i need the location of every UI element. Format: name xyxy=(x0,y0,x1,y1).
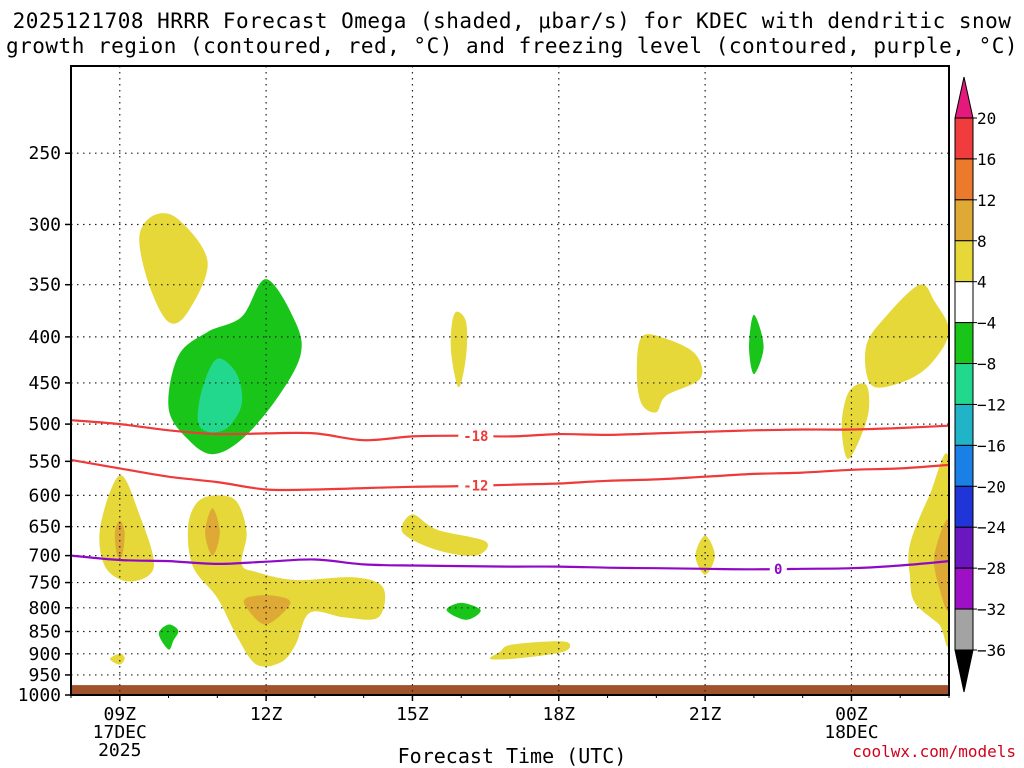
colorbar-label: 8 xyxy=(977,232,987,251)
x-tick-label: 15Z xyxy=(396,704,429,725)
contour-label: -12 xyxy=(463,479,488,495)
y-tick-label: 400 xyxy=(28,327,61,348)
colorbar-segment xyxy=(954,526,974,569)
colorbar-label: −24 xyxy=(977,518,1006,537)
contour-line xyxy=(71,554,949,571)
omega-shaded-region xyxy=(749,314,764,375)
y-tick-label: 250 xyxy=(28,143,61,164)
omega-shaded-region xyxy=(205,508,220,556)
contour-label-bg xyxy=(769,561,787,578)
omega-shaded-region xyxy=(446,602,481,620)
colorbar-segment xyxy=(954,444,974,487)
omega-shaded-region xyxy=(243,595,291,625)
x-tick-sublabel: 2025 xyxy=(98,740,141,761)
colorbar-over-triangle xyxy=(954,76,974,119)
colorbar-label: 12 xyxy=(977,191,996,210)
y-tick-label: 550 xyxy=(28,451,61,472)
x-tick-label: 00Z xyxy=(835,704,868,725)
omega-shaded-region xyxy=(110,653,125,665)
y-tick-label: 900 xyxy=(28,644,61,665)
colorbar-segment xyxy=(954,199,974,242)
terrain-below-ground xyxy=(71,685,949,695)
contour-label-bg xyxy=(458,477,494,494)
site-credit[interactable]: coolwx.com/models xyxy=(852,742,1016,761)
x-tick-label: 09Z xyxy=(104,704,137,725)
omega-shaded-region xyxy=(865,284,949,388)
colorbar-label: 16 xyxy=(977,150,996,169)
colorbar-segment xyxy=(954,567,974,610)
omega-shaded-region xyxy=(139,213,208,324)
colorbar-segment xyxy=(954,322,974,365)
x-tick-label: 18Z xyxy=(543,704,576,725)
omega-shaded-region xyxy=(197,358,243,433)
y-tick-label: 500 xyxy=(28,414,61,435)
colorbar-label: −16 xyxy=(977,436,1006,455)
contour-label: -18 xyxy=(463,429,488,445)
colorbar-label: −32 xyxy=(977,600,1006,619)
contour-label-bg xyxy=(458,427,494,444)
colorbar-label: 20 xyxy=(977,109,996,128)
colorbar-label: −20 xyxy=(977,477,1006,496)
y-tick-label: 300 xyxy=(28,214,61,235)
contour-line xyxy=(71,458,949,492)
omega-shaded-region xyxy=(908,453,949,647)
colorbar-under-triangle xyxy=(954,649,974,693)
omega-shaded-region xyxy=(695,535,715,575)
omega-shaded-region xyxy=(401,514,488,556)
omega-shaded-region xyxy=(114,520,125,559)
colorbar-label: −28 xyxy=(977,559,1006,578)
colorbar-segment xyxy=(954,158,974,201)
y-tick-label: 450 xyxy=(28,373,61,394)
plot-frame xyxy=(70,65,950,696)
y-tick-label: 800 xyxy=(28,598,61,619)
colorbar-segment xyxy=(954,608,974,651)
colorbar-segment xyxy=(954,403,974,446)
y-tick-label: 850 xyxy=(28,621,61,642)
colorbar-label: 4 xyxy=(977,273,987,292)
colorbar-label: −12 xyxy=(977,395,1006,414)
y-tick-label: 350 xyxy=(28,275,61,296)
omega-shaded-region xyxy=(187,495,386,667)
y-tick-label: 600 xyxy=(28,485,61,506)
chart-title-line1: 2025121708 HRRR Forecast Omega (shaded, … xyxy=(12,9,1012,33)
contour-line xyxy=(71,419,949,442)
x-tick-sublabel: 17DEC xyxy=(93,722,147,743)
x-tick-label: 12Z xyxy=(250,704,283,725)
omega-shaded-region xyxy=(841,383,870,459)
omega-shaded-region xyxy=(636,334,703,413)
omega-shaded-region xyxy=(450,311,468,388)
y-tick-label: 1000 xyxy=(18,685,61,706)
y-tick-label: 950 xyxy=(28,665,61,686)
colorbar-segment xyxy=(954,117,974,160)
colorbar-label: −36 xyxy=(977,641,1006,660)
colorbar-segment xyxy=(954,281,974,324)
colorbar-segment xyxy=(954,485,974,528)
contour-label: 0 xyxy=(774,562,782,578)
y-tick-label: 650 xyxy=(28,517,61,538)
x-tick-label: 21Z xyxy=(689,704,722,725)
chart-title-line2: growth region (contoured, red, °C) and f… xyxy=(5,34,1019,58)
colorbar-label: −4 xyxy=(977,314,996,333)
colorbar-label: −8 xyxy=(977,355,996,374)
omega-shaded-region xyxy=(489,641,571,660)
x-axis-label: Forecast Time (UTC) xyxy=(397,744,627,768)
omega-shaded-region xyxy=(158,624,179,650)
y-tick-label: 700 xyxy=(28,546,61,567)
colorbar-segment xyxy=(954,363,974,405)
omega-shaded-region xyxy=(99,475,155,582)
y-tick-label: 750 xyxy=(28,573,61,594)
colorbar-segment xyxy=(954,240,974,283)
omega-shaded-region xyxy=(934,519,949,611)
x-tick-sublabel: 18DEC xyxy=(824,722,878,743)
